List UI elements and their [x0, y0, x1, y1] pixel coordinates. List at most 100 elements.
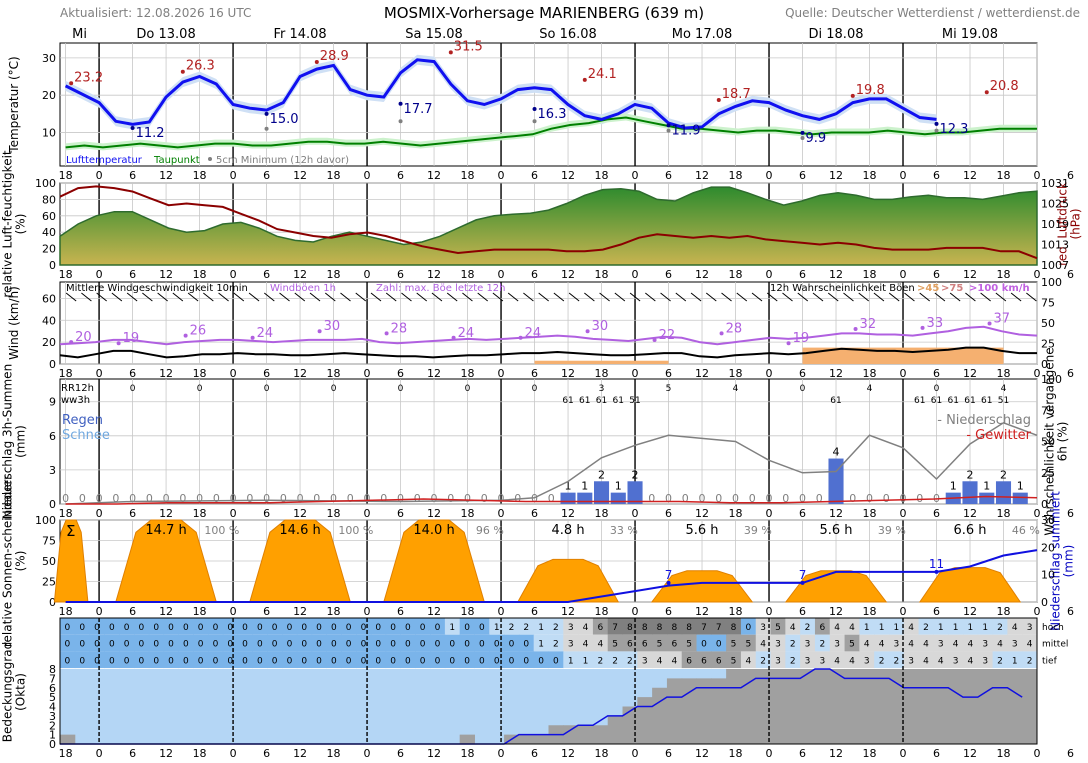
cloud-value: 2 — [879, 656, 885, 666]
cloud-cell — [622, 618, 638, 635]
cloud-value: 0 — [109, 656, 115, 666]
hum-hour-tick: 6 — [531, 268, 538, 281]
cloud-total-bar — [918, 669, 934, 744]
precip-zero-label: 0 — [380, 492, 387, 505]
cloud-value: 8 — [642, 623, 648, 633]
cloud-cell — [933, 618, 949, 635]
cloud-value: 0 — [301, 623, 307, 633]
cloud-cell — [311, 651, 327, 669]
precip-zero-label: 0 — [431, 492, 438, 505]
cloud-value: 2 — [612, 656, 618, 666]
cloud-value: 4 — [968, 640, 974, 650]
temp-max-label: 23.2 — [74, 70, 103, 85]
hum-hour-tick: 0 — [1034, 268, 1041, 281]
ww3h-value: 61 — [948, 396, 959, 406]
cloud-hour-tick: 6 — [1067, 747, 1074, 760]
temp-min-point — [398, 101, 403, 106]
cloud-value: 0 — [198, 656, 204, 666]
wind-direction-arrow — [538, 292, 549, 302]
cloud-value: 0 — [79, 640, 85, 650]
wind-direction-arrow — [462, 292, 473, 302]
sun-hour-tick: 12 — [293, 605, 307, 618]
cloud-cell — [578, 634, 594, 652]
hum-ytick: 80 — [42, 193, 56, 206]
precip-hour-tick: 12 — [427, 507, 441, 520]
sun-ytick: 75 — [42, 535, 56, 548]
wind-direction-arrow — [721, 292, 732, 302]
wind-hour-tick: 18 — [461, 367, 475, 380]
ww3h-label: ww3h — [61, 395, 90, 406]
cloud-cell — [903, 634, 920, 652]
temp-max-point — [314, 60, 319, 65]
sunshine-hours: 14.0 h — [413, 523, 454, 538]
sunshine-percent: 33 % — [610, 524, 638, 537]
cloud-cell — [74, 618, 91, 635]
rr12-value: 4 — [867, 384, 873, 394]
cloud-value: 0 — [109, 640, 115, 650]
cloud-cell — [1007, 618, 1023, 635]
cloud-ytick: 2 — [49, 719, 56, 732]
cloud-total-bar — [578, 725, 594, 744]
cumulative-point — [800, 580, 805, 585]
cumulative-precip-line — [65, 549, 1038, 603]
cloud-cell — [60, 651, 76, 669]
cloud-value: 0 — [523, 640, 529, 650]
ww3h-value: 61 — [579, 396, 590, 406]
cloud-cell — [504, 634, 520, 652]
cloud-value: 0 — [242, 640, 248, 650]
max-gust-point — [987, 321, 992, 326]
wind-direction-arrow — [416, 292, 428, 302]
cloud-total-bar — [740, 669, 757, 744]
wind-hour-tick: 12 — [293, 367, 307, 380]
max-gust-label: 28 — [726, 321, 743, 336]
cloud-cell — [267, 618, 283, 635]
cloud-cell — [415, 651, 431, 669]
temp-hour-tick: 12 — [963, 169, 977, 182]
precip-bar-label: 1 — [565, 480, 572, 493]
y2-axis-label: red. Luftdruck — [1056, 182, 1070, 266]
cloud-cell — [400, 634, 416, 652]
hum-hour-tick: 18 — [595, 268, 609, 281]
cloud-cell — [903, 618, 920, 635]
cumulative-point — [666, 580, 671, 585]
temp-hour-tick: 12 — [159, 169, 173, 182]
cloud-cell — [755, 634, 772, 652]
precip-ytick: 0 — [49, 498, 56, 511]
cloud-cell — [178, 618, 194, 635]
cloud-value: 5 — [731, 656, 737, 666]
ww3h-value: 51 — [998, 396, 1009, 406]
day-label: Mi 19.08 — [942, 27, 998, 42]
max-gust-point — [920, 325, 925, 330]
sun-y2tick: 0 — [1041, 596, 1048, 609]
cloud-ytick: 5 — [49, 691, 56, 704]
cloud-cell — [622, 634, 638, 652]
cloud-value: 0 — [153, 656, 159, 666]
temp-hour-tick: 0 — [766, 169, 773, 182]
cloud-cell — [326, 651, 342, 669]
temp-hour-tick: 18 — [595, 169, 609, 182]
cloud-cell — [726, 651, 742, 669]
cloud-value: 6 — [642, 640, 648, 650]
sun-hour-tick: 6 — [665, 605, 672, 618]
cloud-value: 1 — [953, 623, 959, 633]
cloud-hour-tick: 12 — [427, 747, 441, 760]
temp-max-label: 24.1 — [588, 67, 617, 82]
temp-hour-tick: 0 — [1034, 169, 1041, 182]
cloud-hour-tick: 12 — [695, 747, 709, 760]
cloud-value: 4 — [997, 640, 1003, 650]
cloud-value: 0 — [65, 623, 71, 633]
legend-snow: Schnee — [62, 428, 110, 443]
cloud-value: 1 — [982, 623, 988, 633]
cloud-cell — [874, 651, 890, 669]
cloud-value: 4 — [923, 640, 929, 650]
temp-max-point — [716, 98, 721, 103]
max-gust-point — [518, 335, 523, 340]
sun-hour-tick: 6 — [1067, 605, 1074, 618]
cloud-cell — [933, 651, 949, 669]
wind-direction-arrow — [660, 292, 671, 302]
sunshine-percent: 46 % — [1012, 524, 1040, 537]
cloud-cell — [1007, 634, 1023, 652]
wind-gust-line — [59, 325, 1038, 346]
cloud-cell — [962, 634, 979, 652]
cloud-cell — [977, 634, 994, 652]
